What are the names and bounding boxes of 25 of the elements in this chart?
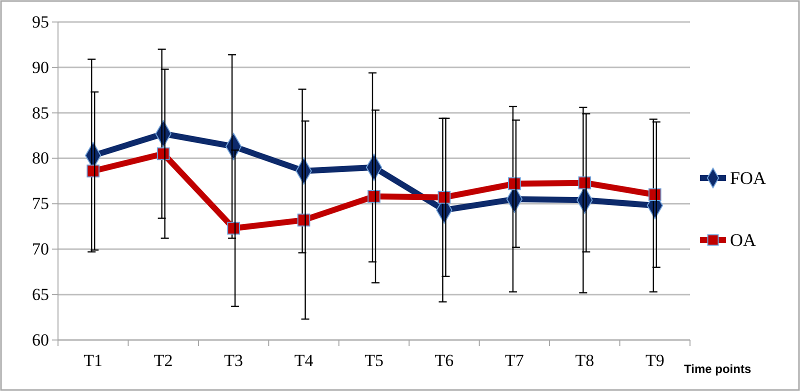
- point: [368, 190, 380, 203]
- x-tick-label: T5: [364, 351, 384, 370]
- legend-label: OA: [730, 230, 756, 250]
- point: [86, 164, 100, 178]
- point: [508, 177, 521, 190]
- y-tick-label: 85: [32, 103, 49, 122]
- x-axis-title: Time points: [684, 362, 752, 376]
- x-tick-label: T7: [505, 351, 524, 370]
- y-tick-label: 60: [32, 330, 49, 350]
- point: [648, 188, 662, 202]
- y-tick-label: 75: [32, 194, 49, 214]
- y-tick-label: 80: [32, 148, 49, 168]
- x-tick-label: T6: [434, 351, 454, 370]
- x-tick-label: T3: [224, 351, 243, 370]
- point: [227, 222, 240, 235]
- y-tick-label: 70: [32, 240, 49, 259]
- x-tick-label: T1: [84, 351, 103, 370]
- x-tick-label: T4: [294, 351, 314, 370]
- y-tick-label: 65: [32, 285, 49, 304]
- x-tick-label: T9: [645, 351, 664, 370]
- y-tick-label: 90: [32, 58, 49, 77]
- y-tick-label: 95: [32, 12, 49, 32]
- x-tick-label: T2: [154, 351, 173, 370]
- legend-label: FOA: [730, 168, 766, 188]
- x-tick-label: T8: [575, 351, 594, 370]
